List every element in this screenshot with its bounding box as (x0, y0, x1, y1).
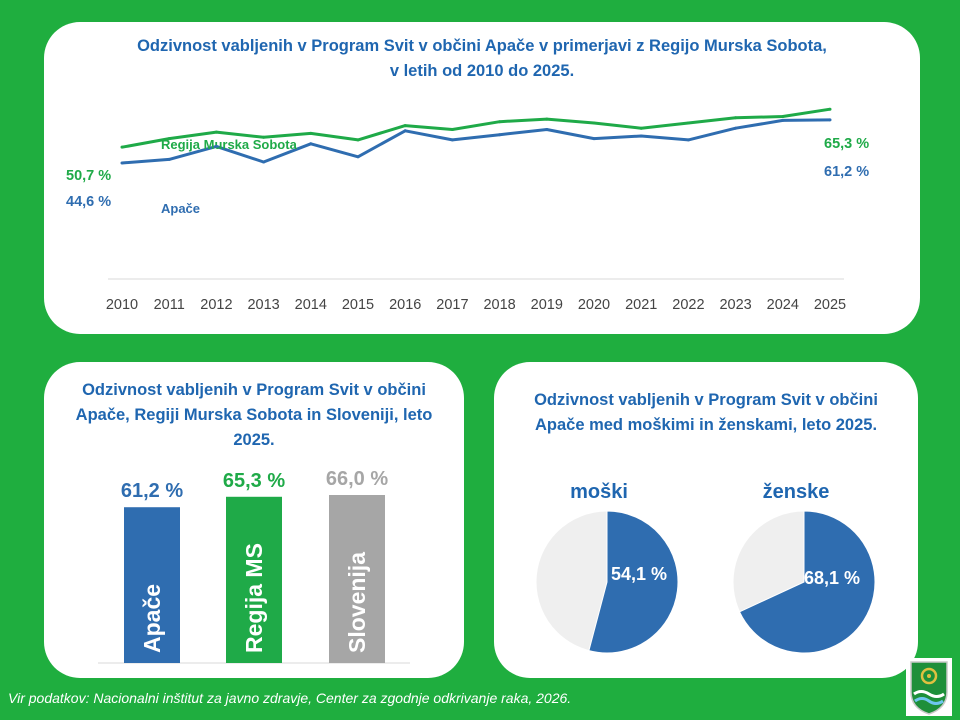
point-apace-2020 (592, 137, 596, 141)
x-tick-2010: 2010 (106, 297, 138, 313)
bar-regija (226, 496, 282, 663)
point-regija-2023 (734, 116, 738, 120)
line-chart-title-line2: v letih od 2010 do 2025. (389, 62, 575, 80)
x-tick-2011: 2011 (154, 297, 185, 313)
point-regija-2017 (450, 128, 454, 131)
legend-apace: Apače (161, 201, 200, 216)
x-tick-2017: 2017 (436, 297, 468, 313)
point-regija-2021 (639, 126, 643, 130)
label-apace-last: 61,2 % (824, 164, 869, 180)
point-regija-2010 (120, 145, 124, 149)
point-regija-2014 (309, 131, 313, 135)
bar-slovenija (329, 495, 385, 663)
municipality-crest-icon (906, 658, 952, 716)
pie-chart-title-line1: Odzivnost vabljenih v Program Svit v obč… (534, 391, 878, 409)
legend-regija: Regija Murska Sobota (161, 137, 298, 152)
pie-heading-zenske: ženske (763, 481, 830, 503)
point-apace-2016 (403, 129, 407, 133)
point-apace-2019 (545, 128, 549, 131)
label-regija-first: 50,7 % (66, 168, 111, 184)
point-apace-2017 (450, 138, 454, 142)
point-regija-2015 (356, 138, 360, 142)
pie-charts: 54,1 % moški 68,1 % ženske (535, 481, 876, 654)
pie-slice-zenske (738, 510, 876, 654)
bar-category-slovenija: Slovenija (344, 552, 370, 653)
x-tick-2022: 2022 (672, 297, 704, 313)
point-apace-2023 (734, 126, 738, 130)
point-regija-2025 (828, 107, 832, 111)
bar-value-regija: 65,3 % (223, 470, 285, 492)
point-apace-2018 (498, 133, 502, 137)
pie-heading-moski: moški (570, 481, 628, 503)
bar-chart-title-line2: Apače, Regiji Murska Sobota in Sloveniji… (75, 406, 433, 424)
series-line-regija (121, 107, 831, 149)
line-chart: Regija Murska Sobota Apače 50,7 % 44,6 %… (66, 107, 869, 313)
x-tick-2013: 2013 (247, 297, 279, 313)
point-apace-2024 (781, 118, 785, 122)
point-apace-2013 (262, 160, 266, 164)
point-regija-2012 (214, 130, 218, 134)
point-apace-2014 (309, 142, 313, 146)
pie-chart-title: Odzivnost vabljenih v Program Svit v obč… (494, 388, 918, 438)
x-tick-2019: 2019 (531, 297, 563, 313)
x-tick-labels: 2010 2011 2012 2013 2014 2015 2016 2017 2018 2019… (106, 297, 846, 313)
x-tick-2024: 2024 (767, 297, 799, 313)
line-chart-panel: Odzivnost vabljenih v Program Svit v obč… (44, 22, 920, 334)
x-tick-2014: 2014 (295, 297, 327, 313)
bar-category-apace: Apače (139, 584, 165, 653)
x-tick-2012: 2012 (200, 297, 232, 313)
point-regija-2013 (262, 135, 266, 139)
pie-value-moski: 54,1 % (611, 564, 667, 584)
x-tick-2018: 2018 (483, 297, 515, 313)
source-footnote: Vir podatkov: Nacionalni inštitut za jav… (8, 690, 572, 706)
point-apace-2025 (828, 118, 832, 122)
bar-chart-title: Odzivnost vabljenih v Program Svit v obč… (44, 378, 464, 453)
x-tick-2023: 2023 (719, 297, 751, 313)
x-tick-2020: 2020 (578, 297, 610, 313)
point-apace-2011 (167, 157, 171, 161)
bar-apace (124, 507, 180, 663)
pie-slice-moski (588, 510, 679, 654)
bar-value-apace: 61,2 % (121, 480, 183, 502)
label-regija-last: 65,3 % (824, 136, 869, 152)
point-regija-2019 (545, 117, 549, 121)
series-line-apace (121, 118, 831, 165)
point-apace-2022 (686, 138, 690, 142)
bar-chart: 61,2 % Apače 65,3 % Regija MS 66,0 % Slovenij… (98, 468, 410, 664)
bar-chart-panel: Odzivnost vabljenih v Program Svit v obč… (44, 362, 464, 678)
label-apace-first: 44,6 % (66, 194, 111, 210)
point-apace-2012 (214, 144, 218, 148)
pie-chart-panel: Odzivnost vabljenih v Program Svit v obč… (494, 362, 918, 678)
pie-value-zenske: 68,1 % (804, 568, 860, 588)
point-regija-2011 (167, 137, 171, 141)
point-apace-2015 (356, 155, 360, 159)
point-regija-2018 (498, 120, 502, 124)
x-tick-2021: 2021 (625, 297, 657, 313)
point-regija-2024 (781, 115, 785, 118)
x-tick-2015: 2015 (342, 297, 374, 313)
bar-chart-title-line3: 2025. (233, 431, 275, 449)
point-apace-2010 (120, 161, 124, 165)
point-apace-2021 (639, 134, 643, 138)
point-regija-2022 (686, 121, 690, 125)
pie-chart-title-line2: Apače med moškimi in ženskami, leto 2025… (534, 416, 878, 434)
x-tick-2025: 2025 (814, 297, 846, 313)
line-chart-title: Odzivnost vabljenih v Program Svit v obč… (44, 34, 920, 84)
bar-chart-title-line1: Odzivnost vabljenih v Program Svit v obč… (82, 381, 426, 399)
point-regija-2020 (592, 121, 596, 125)
point-regija-2016 (403, 124, 407, 128)
bar-value-slovenija: 66,0 % (326, 468, 388, 490)
line-chart-title-line1: Odzivnost vabljenih v Program Svit v obč… (137, 37, 827, 55)
bar-category-regija: Regija MS (241, 543, 267, 653)
x-tick-2016: 2016 (389, 297, 421, 313)
